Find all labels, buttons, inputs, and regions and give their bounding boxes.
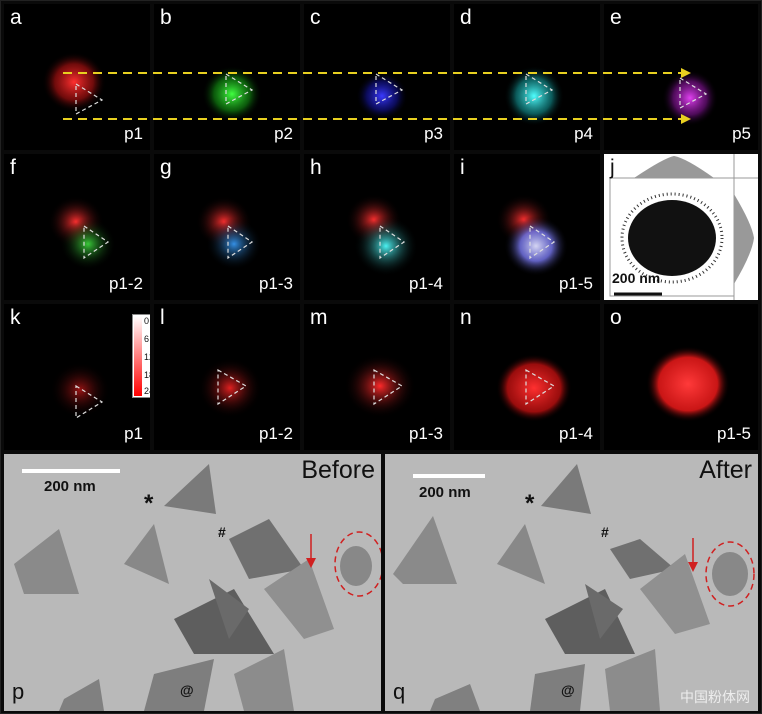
panel-caption: p5	[732, 124, 751, 143]
panel-p-tem-before: 200 nm Before * # @ p	[4, 454, 381, 711]
colorbar-tick: 24	[144, 386, 150, 396]
panel-letter: o	[610, 306, 622, 329]
panel-caption: p1-2	[258, 424, 293, 443]
panel-letter: m	[310, 306, 328, 329]
panel-caption: p1-5	[558, 274, 593, 293]
scale-bar-label: 200 nm	[419, 484, 471, 501]
watermark: 中国粉体网	[680, 689, 750, 705]
scale-bar	[22, 469, 120, 473]
panel-letter: h	[310, 156, 322, 179]
at-marker: @	[561, 682, 575, 698]
red-emitter-cloud	[42, 52, 106, 116]
panel-caption: p2	[274, 124, 293, 143]
scale-bar-label: 200 nm	[44, 478, 96, 495]
panel-letter: c	[310, 6, 321, 29]
tem-micrograph	[393, 464, 755, 711]
colorbar-tick: 18	[144, 370, 150, 380]
panel-j: j 200 nm	[604, 154, 758, 300]
panel-i: i p1-5	[454, 154, 600, 300]
hash-marker: #	[601, 524, 609, 540]
overlay-cloud	[48, 196, 116, 270]
tem-micrograph	[14, 464, 381, 711]
red-intensity-cloud	[496, 354, 572, 422]
panel-letter: i	[460, 156, 465, 179]
panel-letter: f	[10, 156, 16, 179]
panel-caption: p1-3	[258, 274, 293, 293]
panel-letter: e	[610, 6, 622, 29]
panel-caption: p1-2	[108, 274, 143, 293]
panel-caption: p1-4	[558, 424, 593, 443]
panel-letter: p	[12, 679, 25, 704]
star-marker: *	[144, 490, 154, 517]
tem-title: After	[699, 456, 752, 484]
panel-letter: n	[460, 306, 472, 329]
red-intensity-cloud	[344, 354, 416, 418]
overlay-cloud	[496, 194, 568, 276]
panel-caption: p1	[124, 424, 143, 443]
colorbar-tick: 0	[144, 316, 150, 326]
scale-bar	[413, 474, 485, 478]
panel-caption: p1-5	[716, 424, 751, 443]
panel-h: h p1-4	[304, 154, 450, 300]
panel-l: l p1-2	[154, 304, 300, 450]
alignment-arrows	[63, 68, 691, 124]
panel-k: 0 6 12 18 24 k p1	[4, 304, 150, 450]
panel-o: o p1-5	[604, 304, 758, 450]
hash-marker: #	[218, 524, 226, 540]
panel-b: b p2	[154, 4, 300, 150]
panel-m: m p1-3	[304, 304, 450, 450]
panel-letter: d	[460, 6, 472, 29]
panel-caption: p1-4	[408, 274, 443, 293]
panel-letter: k	[10, 306, 21, 329]
scatter-histogram	[609, 154, 758, 300]
green-emitter-cloud	[202, 66, 262, 122]
at-marker: @	[180, 682, 194, 698]
magenta-emitter-cloud	[662, 70, 718, 126]
panel-n: n p1-4	[454, 304, 600, 450]
panel-q-tem-after: 200 nm After * # @ q 中国粉体网	[385, 454, 758, 711]
colorbar-gradient	[134, 316, 142, 396]
panel-g: g p1-3	[154, 154, 300, 300]
red-intensity-cloud	[50, 362, 110, 420]
panel-letter: q	[393, 679, 406, 704]
panel-caption: p1	[124, 124, 143, 143]
panel-f: f p1-2	[4, 154, 150, 300]
red-intensity-cloud	[646, 346, 730, 422]
cyan-emitter-cloud	[504, 66, 564, 126]
colorbar-tick: 12	[144, 352, 150, 362]
panel-a: a p1	[4, 4, 150, 150]
overlay-cloud	[346, 194, 418, 276]
colorbar: 0 6 12 18 24	[132, 314, 150, 398]
panel-letter: j	[610, 156, 615, 179]
colorbar-tick: 6	[144, 334, 150, 344]
panel-letter: a	[10, 6, 22, 29]
scale-bar-label: 200 nm	[612, 270, 661, 286]
panel-letter: l	[160, 306, 165, 329]
panel-d: d p4	[454, 4, 600, 150]
overlay-cloud	[196, 196, 262, 270]
panel-c: c p3	[304, 4, 450, 150]
panel-caption: p3	[424, 124, 443, 143]
panel-caption: p1-3	[408, 424, 443, 443]
red-intensity-cloud	[198, 358, 262, 418]
star-marker: *	[525, 490, 535, 517]
panel-letter: b	[160, 6, 172, 29]
tem-title: Before	[301, 456, 375, 484]
blue-emitter-cloud	[356, 72, 408, 120]
panel-caption: p4	[574, 124, 593, 143]
panel-letter: g	[160, 156, 172, 179]
